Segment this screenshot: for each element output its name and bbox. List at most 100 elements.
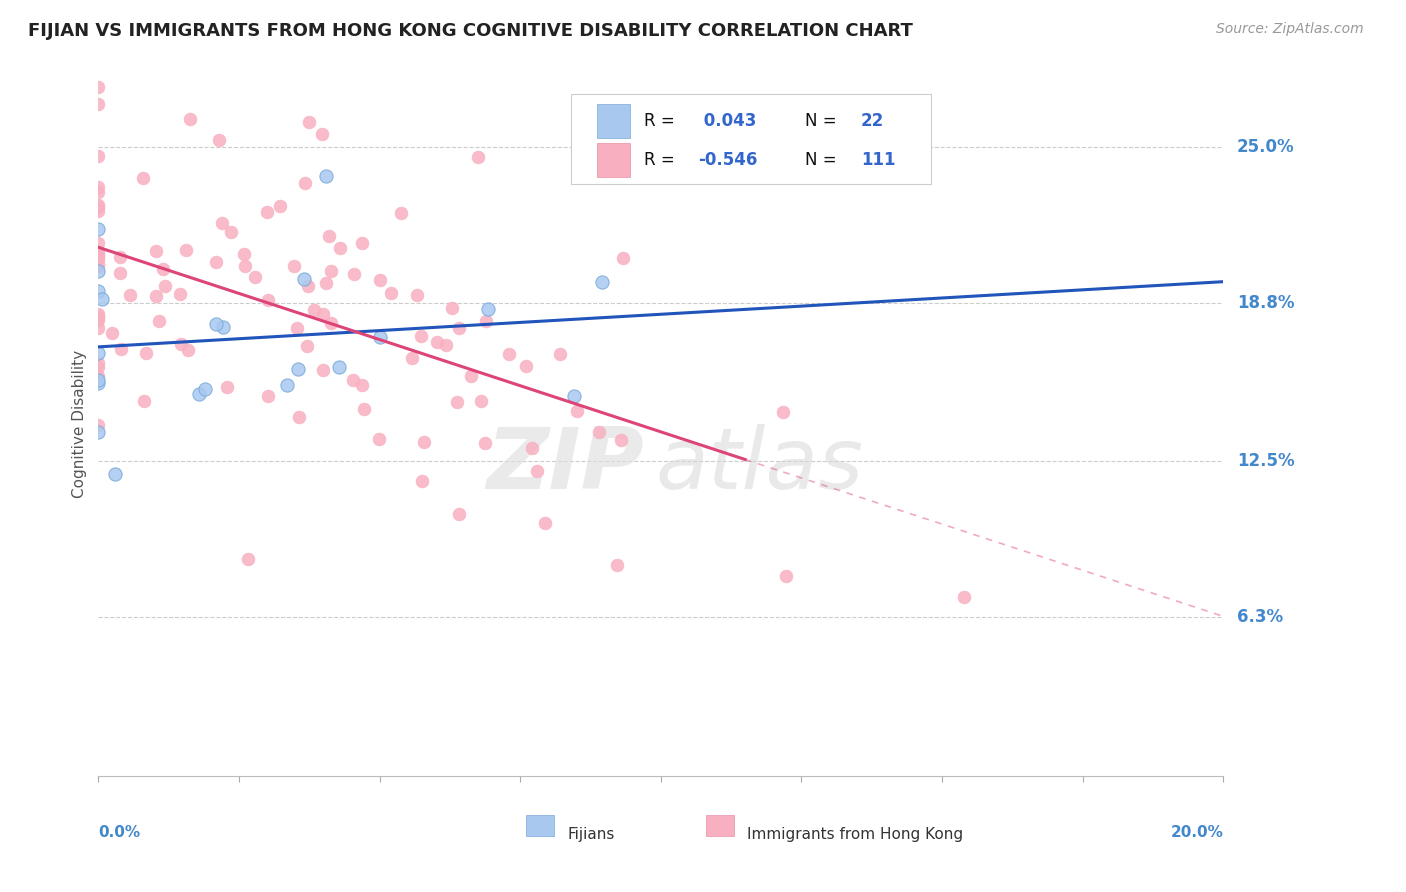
Point [87, 252, 110, 266]
Text: 111: 111 [860, 151, 896, 169]
Point [352, 377, 374, 392]
Point [152, 261, 174, 276]
Point [406, 288, 429, 302]
Point [477, 301, 499, 316]
Text: FIJIAN VS IMMIGRANTS FROM HONG KONG COGNITIVE DISABILITY CORRELATION CHART: FIJIAN VS IMMIGRANTS FROM HONG KONG COGN… [28, 22, 912, 40]
Point [87, 310, 110, 325]
Text: N =: N = [804, 112, 842, 129]
Point [87, 249, 110, 263]
Point [108, 266, 131, 280]
Text: Immigrants from Hong Kong: Immigrants from Hong Kong [748, 827, 963, 842]
Point [298, 115, 321, 129]
Point [169, 287, 191, 301]
Point [380, 285, 402, 300]
Point [187, 387, 209, 401]
Point [515, 359, 537, 374]
Point [276, 378, 298, 392]
Point [533, 516, 555, 530]
Point [292, 272, 315, 286]
Point [87, 356, 110, 370]
Point [87, 373, 110, 387]
Point [104, 467, 127, 482]
Point [318, 229, 340, 244]
Point [474, 436, 496, 450]
Point [87, 203, 110, 218]
Point [235, 259, 257, 273]
Point [342, 373, 364, 387]
Point [312, 306, 335, 320]
Point [370, 330, 392, 344]
Point [153, 279, 176, 293]
Point [87, 97, 110, 112]
Point [548, 347, 571, 361]
Point [87, 222, 110, 236]
Point [145, 244, 167, 258]
Point [256, 204, 278, 219]
Point [132, 393, 155, 408]
Point [211, 216, 233, 230]
Point [212, 320, 235, 334]
Point [87, 376, 110, 390]
Point [87, 236, 110, 251]
Point [87, 425, 110, 439]
Point [283, 259, 305, 273]
Point [87, 79, 110, 94]
Text: R =: R = [644, 151, 681, 169]
Point [612, 252, 634, 266]
Point [460, 369, 482, 384]
Point [238, 552, 260, 566]
Point [562, 389, 585, 403]
Point [343, 267, 366, 281]
Point [353, 401, 375, 416]
Point [434, 338, 457, 352]
Point [87, 248, 110, 262]
Point [87, 359, 110, 374]
Text: 0.0%: 0.0% [98, 825, 141, 840]
Text: -0.546: -0.546 [697, 151, 758, 169]
Point [87, 148, 110, 162]
Point [87, 197, 110, 211]
Point [288, 409, 311, 424]
Point [179, 112, 201, 126]
Point [174, 243, 197, 257]
Point [204, 317, 226, 331]
Point [257, 389, 280, 403]
Point [208, 133, 231, 147]
Point [952, 590, 974, 604]
Point [315, 276, 337, 290]
Text: Source: ZipAtlas.com: Source: ZipAtlas.com [1216, 22, 1364, 37]
Text: 6.3%: 6.3% [1237, 608, 1284, 626]
Point [295, 339, 318, 353]
Point [87, 14, 110, 29]
Point [170, 337, 193, 351]
Point [177, 343, 200, 357]
Y-axis label: Cognitive Disability: Cognitive Disability [72, 350, 87, 498]
Point [91, 292, 114, 306]
Point [287, 321, 309, 335]
Point [87, 313, 110, 327]
Point [87, 418, 110, 433]
Point [302, 303, 325, 318]
Point [610, 434, 633, 448]
FancyBboxPatch shape [571, 94, 931, 184]
Point [315, 169, 337, 183]
Point [319, 264, 342, 278]
Point [294, 176, 316, 190]
Point [132, 171, 155, 186]
Point [232, 247, 254, 261]
Text: Fijians: Fijians [568, 827, 614, 842]
Point [391, 206, 413, 220]
Point [108, 250, 131, 264]
Point [87, 245, 110, 260]
Point [446, 394, 468, 409]
Point [526, 464, 548, 478]
Point [87, 264, 110, 278]
Point [475, 313, 498, 327]
Bar [706, 814, 734, 836]
Point [498, 346, 520, 360]
Point [311, 127, 333, 141]
Text: R =: R = [644, 112, 681, 129]
Point [87, 368, 110, 383]
Point [297, 278, 319, 293]
Point [145, 289, 167, 303]
